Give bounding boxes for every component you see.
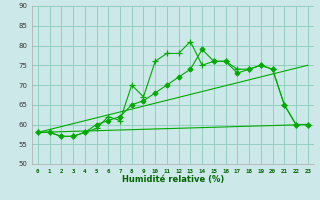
X-axis label: Humidité relative (%): Humidité relative (%) [122, 175, 224, 184]
